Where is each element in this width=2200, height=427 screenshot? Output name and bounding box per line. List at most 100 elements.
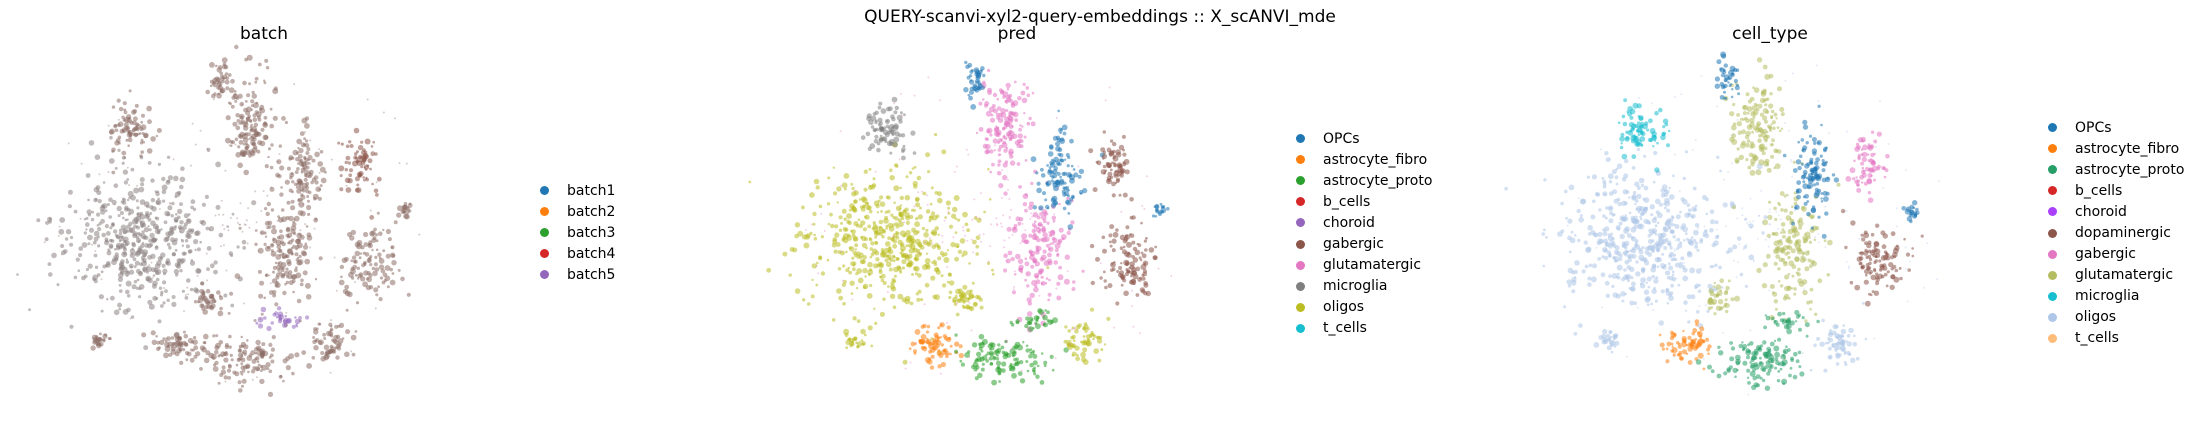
scatter-point	[291, 279, 296, 284]
scatter-point	[1687, 346, 1693, 352]
scatter-point	[348, 173, 353, 177]
scatter-point	[918, 252, 921, 255]
scatter-point	[926, 358, 933, 365]
scatter-point	[912, 180, 918, 187]
scatter-point	[1626, 110, 1630, 114]
scatter-point	[1039, 380, 1045, 385]
scatter-point	[949, 280, 955, 286]
scatter-point	[1013, 270, 1016, 273]
scatter-point	[260, 231, 263, 234]
scatter-point	[1030, 264, 1035, 269]
scatter-point	[242, 302, 245, 305]
scatter-point	[1803, 172, 1807, 176]
scatter-point	[1055, 287, 1058, 290]
scatter-point	[1115, 301, 1120, 306]
scatter-point	[1108, 86, 1111, 89]
scatter-point	[1763, 325, 1767, 330]
scatter-point	[851, 233, 856, 238]
scatter-point	[1077, 323, 1083, 328]
scatter-point	[255, 133, 259, 137]
scatter-point	[158, 208, 161, 210]
scatter-point	[893, 274, 897, 278]
scatter-point	[127, 144, 130, 147]
scatter-point	[1000, 108, 1006, 114]
scatter-point	[276, 160, 279, 163]
scatter-point	[1652, 180, 1656, 184]
scatter-point	[1605, 206, 1609, 210]
scatter-point	[956, 302, 959, 305]
scatter-point	[333, 339, 339, 345]
scatter-point	[1634, 202, 1637, 206]
scatter-point	[272, 293, 276, 298]
scatter-point	[1631, 253, 1637, 259]
scatter-point	[1744, 217, 1748, 221]
scatter-point	[1597, 238, 1603, 244]
scatter-point	[194, 288, 200, 294]
scatter-point	[303, 155, 307, 160]
scatter-point	[1915, 207, 1919, 212]
scatter-point	[1605, 293, 1611, 298]
scatter-point	[156, 200, 160, 205]
scatter-point	[291, 156, 295, 160]
scatter-point	[344, 160, 348, 165]
scatter-point	[925, 264, 931, 270]
scatter-point	[121, 150, 127, 156]
scatter-point	[994, 144, 996, 147]
scatter-point	[1813, 141, 1817, 145]
scatter-point	[187, 249, 192, 254]
scatter-point	[914, 238, 921, 245]
scatter-point	[140, 120, 144, 124]
scatter-point	[228, 345, 232, 349]
scatter-point	[183, 333, 189, 339]
scatter-point	[1673, 223, 1676, 227]
scatter-point	[199, 240, 202, 244]
scatter-point	[794, 288, 801, 294]
scatter-point	[939, 372, 942, 375]
scatter-point	[1782, 234, 1786, 239]
scatter-point	[977, 82, 982, 86]
scatter-point	[1111, 248, 1116, 253]
scatter-point	[913, 230, 919, 236]
scatter-point	[1839, 333, 1844, 339]
scatter-point	[147, 217, 152, 222]
scatter-point	[992, 138, 998, 144]
scatter-point	[861, 259, 866, 265]
scatter-point	[314, 151, 320, 158]
scatter-point	[1763, 119, 1769, 124]
scatter-point	[243, 365, 248, 370]
scatter-point	[1849, 280, 1854, 285]
scatter-point	[1819, 341, 1825, 347]
scatter-point	[1770, 154, 1775, 159]
scatter-point	[1821, 318, 1825, 323]
scatter-point	[1078, 168, 1085, 175]
scatter-point	[1666, 302, 1670, 305]
scatter-point	[954, 341, 960, 347]
scatter-point	[1705, 337, 1710, 342]
scatter-point	[973, 67, 980, 73]
scatter-point	[1034, 264, 1037, 267]
scatter-point	[1024, 239, 1030, 245]
scatter-point	[1126, 241, 1132, 248]
scatter-point	[194, 143, 197, 146]
scatter-point	[237, 352, 244, 358]
scatter-point	[1809, 157, 1814, 162]
scatter-point	[1863, 230, 1868, 235]
scatter-point	[1132, 270, 1137, 276]
scatter-point	[363, 242, 369, 247]
scatter-point	[179, 269, 183, 273]
scatter-point	[1666, 208, 1671, 213]
scatter-panel	[1504, 51, 1940, 396]
scatter-point	[1571, 277, 1577, 283]
scatter-point	[868, 209, 873, 214]
scatter-point	[1056, 281, 1061, 286]
scatter-point	[117, 214, 121, 218]
scatter-point	[152, 295, 158, 301]
scatter-point	[142, 235, 147, 240]
scatter-point	[319, 184, 323, 188]
scatter-point	[1817, 278, 1823, 284]
scatter-point	[1011, 372, 1017, 379]
scatter-point	[100, 204, 105, 209]
scatter-point	[1143, 281, 1148, 286]
scatter-point	[243, 154, 246, 157]
scatter-point	[906, 254, 909, 257]
